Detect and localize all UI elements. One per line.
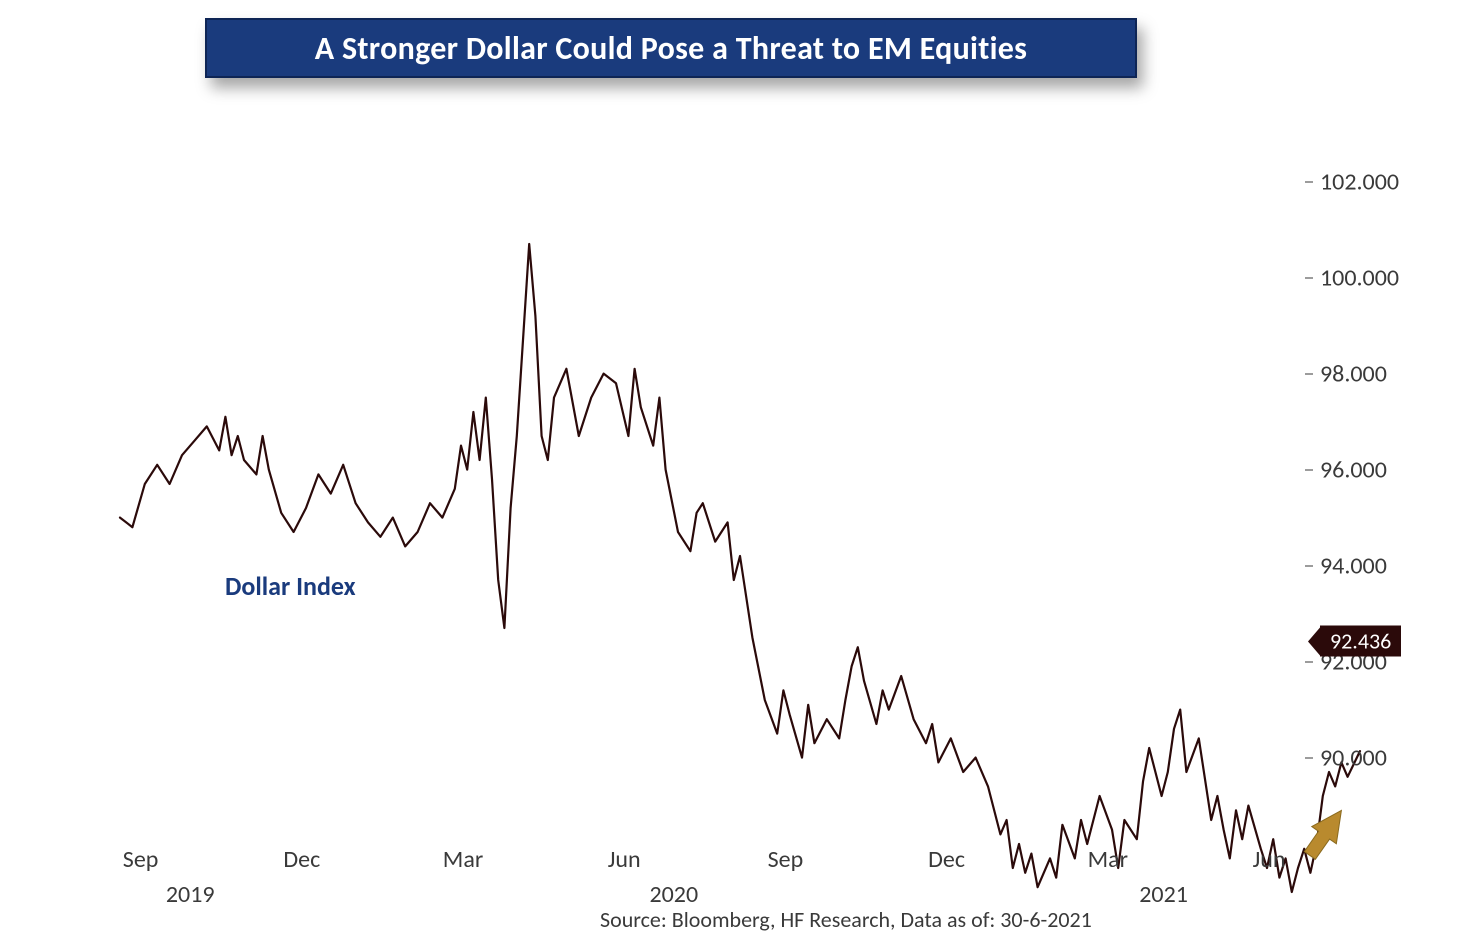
chart-container: A Stronger Dollar Could Pose a Threat to… xyxy=(0,0,1483,937)
y-tick-label: 90.000 xyxy=(1320,744,1387,773)
x-tick-month: Mar xyxy=(443,845,483,874)
x-tick-month: Dec xyxy=(928,845,965,874)
y-tick-mark xyxy=(1305,182,1313,183)
y-tick-mark xyxy=(1305,566,1313,567)
x-tick-year: 2021 xyxy=(1139,880,1188,909)
chart-title-banner: A Stronger Dollar Could Pose a Threat to… xyxy=(205,18,1137,78)
y-tick-mark xyxy=(1305,470,1313,471)
y-tick-mark xyxy=(1305,278,1313,279)
series-label: Dollar Index xyxy=(225,570,356,602)
last-value-tag: 92.436 xyxy=(1320,626,1401,657)
y-tick-label: 102.000 xyxy=(1320,168,1399,197)
x-tick-month: Jun xyxy=(1253,845,1286,874)
y-tick-label: 96.000 xyxy=(1320,456,1387,485)
x-tick-month: Sep xyxy=(768,845,804,874)
source-caption: Source: Bloomberg, HF Research, Data as … xyxy=(600,906,1092,933)
x-tick-month: Dec xyxy=(283,845,320,874)
y-tick-label: 94.000 xyxy=(1320,552,1387,581)
up-arrow-icon xyxy=(1304,810,1341,859)
y-tick-label: 100.000 xyxy=(1320,264,1399,293)
line-series xyxy=(120,244,1360,892)
plot-area xyxy=(60,110,1300,830)
y-tick-mark xyxy=(1305,662,1313,663)
y-tick-mark xyxy=(1305,758,1313,759)
x-tick-month: Sep xyxy=(123,845,159,874)
x-tick-month: Jun xyxy=(608,845,641,874)
x-tick-year: 2020 xyxy=(649,880,698,909)
y-tick-label: 98.000 xyxy=(1320,360,1387,389)
x-tick-month: Mar xyxy=(1088,845,1128,874)
y-tick-mark xyxy=(1305,374,1313,375)
chart-title: A Stronger Dollar Could Pose a Threat to… xyxy=(315,29,1027,68)
chart-svg xyxy=(60,110,1483,937)
x-tick-year: 2019 xyxy=(166,880,215,909)
